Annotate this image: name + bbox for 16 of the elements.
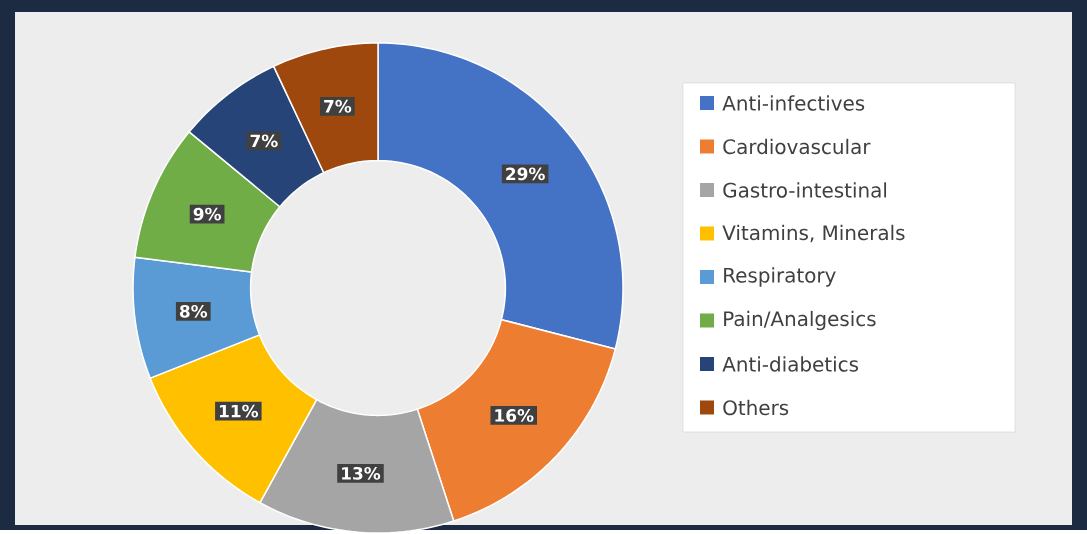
data-label: 8% <box>179 305 208 318</box>
data-label: 9% <box>193 207 221 221</box>
legend-label: Cardiovascular <box>723 138 871 155</box>
data-label: 7% <box>324 99 352 113</box>
legend-label: Anti-diabetics <box>722 356 859 372</box>
legend-label: Vitamins, Minerals <box>722 224 905 243</box>
data-label: 7% <box>250 134 278 148</box>
data-label: 29% <box>506 167 545 181</box>
legend-label: Pain/Analgesics <box>724 310 876 331</box>
data-label: 11% <box>219 404 259 418</box>
legend-label: Anti-infectives <box>722 95 865 111</box>
data-label: 13% <box>342 467 381 480</box>
data-label: 16% <box>495 409 534 422</box>
legend-label: Respiratory <box>724 267 836 287</box>
legend-label: Gastro-intestinal <box>723 182 887 198</box>
legend-label: Others <box>723 399 789 416</box>
